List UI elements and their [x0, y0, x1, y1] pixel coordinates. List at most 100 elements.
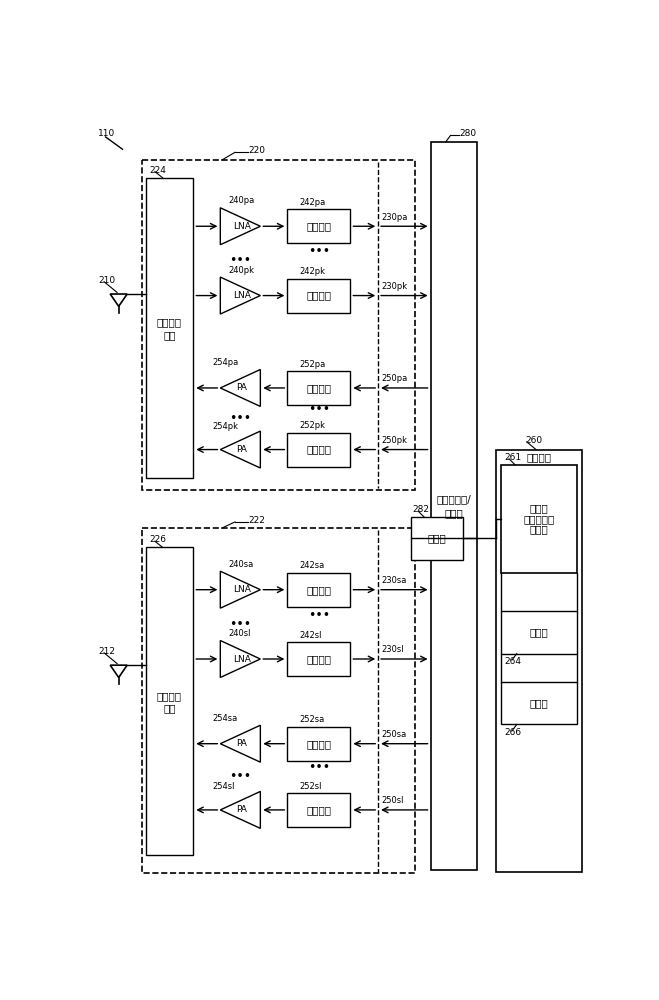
Text: 接收电路: 接收电路	[306, 654, 331, 664]
Text: •••: •••	[229, 770, 251, 783]
Text: 252pk: 252pk	[300, 421, 326, 430]
Text: 发射电路: 发射电路	[306, 445, 331, 455]
Text: 滤波器: 滤波器	[530, 627, 548, 637]
Text: 麦克风: 麦克风	[530, 698, 548, 708]
Text: PA: PA	[237, 445, 247, 454]
Bar	[287, 433, 351, 466]
Text: 数据处理器/: 数据处理器/	[436, 495, 471, 505]
Polygon shape	[220, 571, 260, 608]
Text: 260: 260	[525, 436, 542, 445]
Text: 222: 222	[249, 516, 266, 525]
Polygon shape	[220, 431, 260, 468]
Bar	[287, 727, 351, 761]
Text: 242sl: 242sl	[300, 631, 322, 640]
Text: 240pa: 240pa	[228, 196, 254, 205]
Text: •••: •••	[229, 618, 251, 631]
Text: PA: PA	[237, 383, 247, 392]
Polygon shape	[220, 791, 260, 828]
Text: 可编程增益: 可编程增益	[523, 514, 555, 524]
Text: 编解码器: 编解码器	[527, 452, 552, 462]
Polygon shape	[110, 665, 127, 677]
Bar	[287, 793, 351, 827]
Polygon shape	[220, 277, 260, 314]
Text: 230sl: 230sl	[382, 645, 404, 654]
Text: 264: 264	[504, 657, 521, 666]
Text: 280: 280	[459, 129, 476, 138]
Text: 242pa: 242pa	[300, 198, 326, 207]
Text: •••: •••	[308, 609, 330, 622]
Text: LNA: LNA	[233, 585, 251, 594]
Text: •••: •••	[229, 412, 251, 425]
Text: LNA: LNA	[233, 291, 251, 300]
Text: 220: 220	[249, 146, 266, 155]
Bar	[496, 450, 582, 872]
Text: LNA: LNA	[233, 222, 251, 231]
Text: 240pk: 240pk	[228, 266, 254, 275]
Text: 发射电路: 发射电路	[306, 805, 331, 815]
Text: 250sl: 250sl	[382, 796, 404, 805]
Bar	[501, 611, 577, 654]
Text: 天线接口: 天线接口	[157, 318, 182, 328]
Text: 电路: 电路	[163, 703, 176, 713]
Text: 254sa: 254sa	[213, 714, 238, 723]
Text: 242sa: 242sa	[300, 561, 325, 570]
Polygon shape	[220, 641, 260, 677]
Bar	[501, 465, 577, 573]
Text: 250pa: 250pa	[382, 374, 407, 383]
Text: 254pk: 254pk	[213, 422, 239, 431]
Bar	[287, 371, 351, 405]
Text: 发射电路: 发射电路	[306, 739, 331, 749]
Text: 存储器: 存储器	[427, 533, 446, 543]
Text: •••: •••	[308, 245, 330, 258]
Text: 242pk: 242pk	[300, 267, 326, 276]
Text: 放大器: 放大器	[530, 525, 548, 535]
Text: 282: 282	[412, 505, 429, 514]
Bar	[287, 209, 351, 243]
Text: 240sa: 240sa	[228, 560, 253, 569]
Text: 254sl: 254sl	[213, 782, 235, 791]
Text: 252sl: 252sl	[300, 782, 322, 791]
Text: 210: 210	[98, 276, 115, 285]
Text: 224: 224	[150, 166, 166, 175]
Text: 接收电路: 接收电路	[306, 221, 331, 231]
Bar	[287, 642, 351, 676]
Bar	[411, 517, 463, 560]
Bar	[501, 682, 577, 724]
Bar	[146, 547, 193, 855]
Polygon shape	[220, 369, 260, 406]
Text: PA: PA	[237, 805, 247, 814]
Text: 250pk: 250pk	[382, 436, 407, 445]
Bar	[430, 142, 476, 870]
Polygon shape	[220, 208, 260, 245]
Text: 230pk: 230pk	[382, 282, 407, 291]
Bar	[287, 573, 351, 607]
Text: •••: •••	[308, 761, 330, 774]
Text: 110: 110	[98, 129, 115, 138]
Text: 天线接口: 天线接口	[157, 691, 182, 701]
Text: 电路: 电路	[163, 330, 176, 340]
Text: 254pa: 254pa	[213, 358, 239, 367]
Polygon shape	[220, 725, 260, 762]
Text: 电容式: 电容式	[530, 503, 548, 513]
Text: 266: 266	[504, 728, 521, 737]
Text: 250sa: 250sa	[382, 730, 407, 739]
Bar	[287, 279, 351, 312]
Text: •••: •••	[308, 403, 330, 416]
Text: LNA: LNA	[233, 654, 251, 664]
Text: PA: PA	[237, 739, 247, 748]
Text: 发射电路: 发射电路	[306, 383, 331, 393]
Bar	[142, 528, 415, 873]
Text: 252sa: 252sa	[300, 715, 325, 724]
Text: 261: 261	[504, 453, 521, 462]
Text: 230pa: 230pa	[382, 213, 408, 222]
Text: 240sl: 240sl	[228, 629, 250, 638]
Text: 接收电路: 接收电路	[306, 291, 331, 301]
Text: 230sa: 230sa	[382, 576, 407, 585]
Text: 接收电路: 接收电路	[306, 585, 331, 595]
Text: 212: 212	[98, 647, 115, 656]
Text: 控制器: 控制器	[444, 508, 463, 518]
Text: •••: •••	[229, 254, 251, 267]
Text: 226: 226	[150, 535, 167, 544]
Text: 252pa: 252pa	[300, 360, 326, 369]
Bar	[146, 178, 193, 478]
